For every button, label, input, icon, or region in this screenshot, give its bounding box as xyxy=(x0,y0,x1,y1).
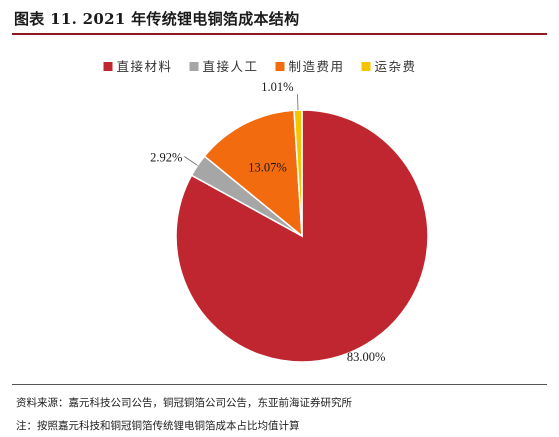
data-label-1: 83.00% xyxy=(347,350,386,364)
pie-slices xyxy=(175,109,429,363)
legend-item: 直接材料 xyxy=(103,59,173,74)
data-label-2: 2.92% xyxy=(150,150,182,164)
title-rule xyxy=(12,33,547,35)
legend-label: 运杂费 xyxy=(375,59,417,74)
pie-slice-1 xyxy=(175,109,429,363)
legend-item: 运杂费 xyxy=(361,59,417,74)
source-note: 资料来源：嘉元科技公司公告，铜冠铜箔公司公告，东亚前海证券研究所 xyxy=(16,397,352,409)
figure-title: 图表 11. 2021 年传统锂电铜箔成本结构 xyxy=(14,10,300,28)
legend-item: 制造费用 xyxy=(275,59,345,74)
leader-line xyxy=(297,94,299,111)
leader-lines xyxy=(184,94,299,166)
legend-swatch xyxy=(189,62,199,71)
legend-swatch xyxy=(361,62,371,71)
calculation-note: 注：按照嘉元科技和铜冠铜箔传统锂电铜箔成本占比均值计算 xyxy=(16,420,300,432)
data-label-3: 13.07% xyxy=(248,161,287,175)
pie-chart: 直接材料 直接人工 制造费用 运杂费 83.00% 2.92% 13.07% 1.01% xyxy=(103,59,429,364)
legend-swatch xyxy=(103,62,113,71)
chart-legend: 直接材料 直接人工 制造费用 运杂费 xyxy=(103,59,417,74)
chart-area: 直接材料 直接人工 制造费用 运杂费 83.00% 2.92% 13.07% 1.01% xyxy=(0,36,559,386)
pie-slice-3 xyxy=(203,109,303,238)
legend-item: 直接人工 xyxy=(189,59,259,74)
leader-line xyxy=(184,156,198,166)
legend-label: 制造费用 xyxy=(289,59,345,74)
legend-label: 直接材料 xyxy=(117,59,173,74)
data-label-4: 1.01% xyxy=(261,80,293,94)
legend-swatch xyxy=(275,62,285,71)
data-labels: 83.00% 2.92% 13.07% 1.01% xyxy=(150,80,385,364)
footer-rule xyxy=(12,384,547,385)
legend-label: 直接人工 xyxy=(203,59,259,74)
